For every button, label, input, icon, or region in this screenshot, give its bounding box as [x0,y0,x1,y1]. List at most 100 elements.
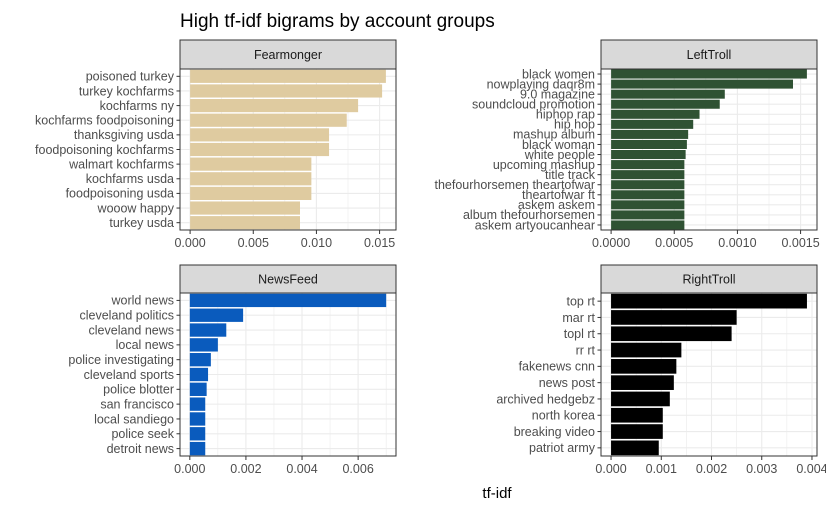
bar-fearmonger [190,69,386,83]
y-tick-label-newsfeed: local sandiego [94,412,174,426]
bar-lefttroll [611,99,720,109]
y-tick-label-newsfeed: san francisco [100,397,174,411]
facet-strip-label-newsfeed: NewsFeed [258,273,318,287]
y-tick-label-newsfeed: cleveland sports [84,368,174,382]
bar-lefttroll [611,190,685,200]
bar-righttroll [611,359,677,374]
y-tick-label-lefttroll: thefourhorsemen theartofwar [434,178,595,192]
bar-lefttroll [611,200,685,210]
y-tick-label-righttroll: mar rt [562,311,595,325]
y-tick-label-lefttroll: soundcloud promotion [472,98,595,112]
y-tick-label-fearmonger: wooow happy [97,201,175,215]
bar-righttroll [611,424,663,439]
y-tick-label-fearmonger: foodpoisoning usda [66,187,174,201]
x-tick-label-lefttroll: 0.0015 [781,236,819,250]
y-tick-label-lefttroll: white people [524,148,595,162]
bar-newsfeed [189,382,207,396]
y-tick-label-righttroll: breaking video [514,425,595,439]
x-tick-label-righttroll: 0.004 [796,462,826,476]
bar-righttroll [611,391,670,407]
bar-fearmonger [190,84,383,98]
bar-lefttroll [611,210,685,220]
x-tick-label-righttroll: 0.000 [595,462,626,476]
bar-lefttroll [611,129,689,139]
y-tick-label-lefttroll: mashup album [513,128,595,142]
bar-righttroll [611,326,732,342]
bar-lefttroll [611,180,685,190]
facet-strip-label-fearmonger: Fearmonger [254,48,322,62]
y-tick-label-newsfeed: detroit news [107,442,174,456]
x-tick-label-fearmonger: 0.010 [301,236,332,250]
x-tick-label-newsfeed: 0.006 [342,462,373,476]
bar-fearmonger [190,113,347,127]
y-tick-label-lefttroll: askem artyoucanhear [475,218,595,232]
x-tick-label-newsfeed: 0.002 [230,462,261,476]
bar-fearmonger [190,216,300,230]
y-tick-label-fearmonger: walmart kochfarms [68,157,174,171]
bar-righttroll [611,293,807,309]
facet-strip-label-lefttroll: LeftTroll [687,48,732,62]
y-tick-label-lefttroll: nowplaying daqr8m [487,77,595,91]
y-tick-label-righttroll: top rt [567,294,596,308]
bar-fearmonger [190,142,330,157]
y-tick-label-lefttroll: black woman [522,138,595,152]
bar-newsfeed [189,397,206,411]
x-tick-label-lefttroll: 0.0010 [718,236,756,250]
x-tick-label-newsfeed: 0.000 [174,462,205,476]
chart-title: High tf-idf bigrams by account groups [180,11,495,32]
y-tick-label-fearmonger: kochfarms ny [100,99,175,113]
y-tick-label-lefttroll: black women [522,67,595,81]
y-tick-label-newsfeed: world news [110,294,174,308]
y-tick-label-fearmonger: foodpoisoning kochfarms [35,143,174,157]
y-tick-label-lefttroll: upcoming mashup [493,158,595,172]
bar-lefttroll [611,119,694,129]
x-tick-label-lefttroll: 0.0000 [592,236,630,250]
bar-newsfeed [189,323,227,337]
bar-lefttroll [611,150,686,160]
x-tick-label-newsfeed: 0.004 [286,462,317,476]
y-tick-label-newsfeed: cleveland news [89,323,174,337]
bar-lefttroll [611,139,687,149]
y-tick-label-lefttroll: title track [545,168,596,182]
y-tick-label-newsfeed: police blotter [103,383,174,397]
x-tick-label-righttroll: 0.003 [746,462,777,476]
x-tick-label-righttroll: 0.002 [696,462,727,476]
bar-newsfeed [189,441,206,456]
bar-newsfeed [189,427,206,441]
y-tick-label-lefttroll: askem askem [518,198,595,212]
y-tick-label-lefttroll: theartofwar ft [522,188,595,202]
facet-strip-righttroll [600,264,818,294]
y-tick-label-lefttroll: hiphop rap [536,108,595,122]
bar-newsfeed [189,338,218,352]
x-tick-label-fearmonger: 0.015 [364,236,395,250]
bar-fearmonger [190,172,312,186]
y-tick-label-lefttroll: hip hop [554,118,595,132]
bar-lefttroll [611,220,685,230]
bar-lefttroll [611,69,807,79]
bar-lefttroll [611,109,700,119]
y-tick-label-righttroll: archived hedgebz [496,392,595,406]
facet-strip-fearmonger [179,39,397,70]
bar-righttroll [611,440,659,456]
bar-fearmonger [190,128,330,142]
y-tick-label-newsfeed: police investigating [68,353,174,367]
bar-fearmonger [190,186,312,200]
y-tick-label-fearmonger: kochfarms usda [86,172,174,186]
y-tick-label-righttroll: rr rt [576,343,596,357]
facet-strip-newsfeed [179,264,397,294]
y-tick-label-newsfeed: local news [116,338,174,352]
y-tick-label-lefttroll: 9.0 magazine [520,87,595,101]
bar-righttroll [611,375,674,390]
bar-lefttroll [611,79,793,89]
y-tick-label-righttroll: patriot army [529,441,596,455]
y-tick-label-newsfeed: cleveland politics [80,309,175,323]
bar-fearmonger [190,99,359,113]
y-tick-label-fearmonger: turkey kochfarms [79,84,174,98]
bar-lefttroll [611,170,685,180]
bar-newsfeed [189,412,206,426]
y-tick-label-righttroll: north korea [532,409,595,423]
y-tick-label-fearmonger: kochfarms foodpoisoning [35,114,174,128]
bar-righttroll [611,342,682,358]
bar-righttroll [611,310,737,325]
